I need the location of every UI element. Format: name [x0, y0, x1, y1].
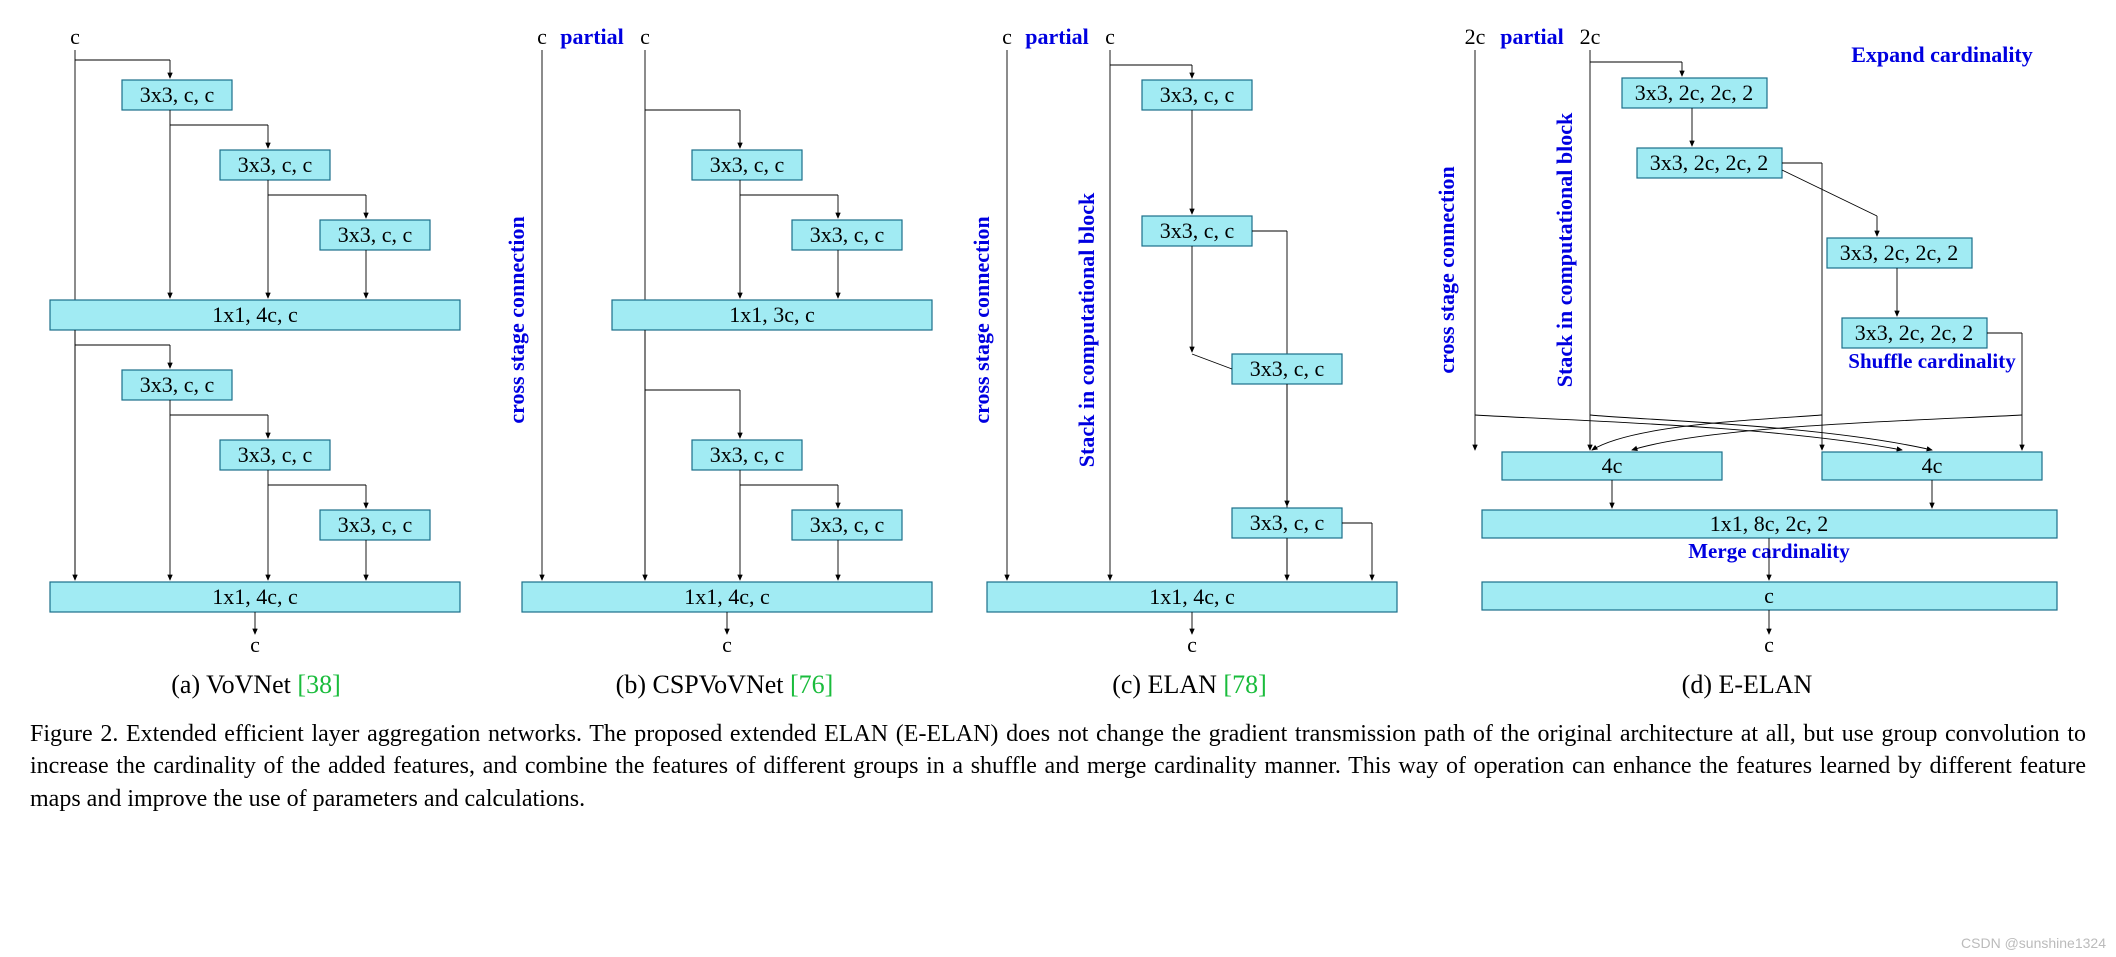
caption-a: (a) VoVNet [38]: [30, 670, 482, 700]
svg-text:1x1, 4c, c: 1x1, 4c, c: [684, 584, 770, 609]
svg-text:c: c: [1002, 24, 1012, 49]
svg-text:1x1, 4c, c: 1x1, 4c, c: [212, 302, 298, 327]
svg-text:2c: 2c: [1580, 24, 1601, 49]
svg-text:3x3, c, c: 3x3, c, c: [1250, 510, 1325, 535]
panel-d-svg: 2c partial 2c Expand cardinality cross s…: [1432, 20, 2062, 660]
svg-text:c: c: [640, 24, 650, 49]
svg-text:3x3, c, c: 3x3, c, c: [238, 152, 313, 177]
svg-text:3x3, c, c: 3x3, c, c: [1160, 218, 1235, 243]
panel-c: c partial c cross stage connection Stack…: [967, 20, 1412, 660]
svg-text:2c: 2c: [1465, 24, 1486, 49]
figure-number: Figure 2.: [30, 721, 118, 747]
svg-text:3x3, 2c, 2c, 2: 3x3, 2c, 2c, 2: [1840, 240, 1959, 265]
svg-text:3x3, c, c: 3x3, c, c: [710, 442, 785, 467]
partial-d: partial: [1500, 24, 1564, 49]
panel-b-svg: c partial c cross stage connection 3x3, …: [502, 20, 947, 660]
figure-2: c 3x3, c, c 3x3, c, c 3x3, c, c 1x1, 4c,…: [30, 20, 2086, 815]
cross-stage-b: cross stage connection: [504, 216, 529, 423]
expand-label: Expand cardinality: [1851, 42, 2033, 67]
panel-d: 2c partial 2c Expand cardinality cross s…: [1432, 20, 2062, 660]
svg-text:c: c: [537, 24, 547, 49]
svg-text:1x1, 4c, c: 1x1, 4c, c: [212, 584, 298, 609]
svg-text:3x3, c, c: 3x3, c, c: [338, 512, 413, 537]
panel-c-svg: c partial c cross stage connection Stack…: [967, 20, 1412, 660]
shuffle-label: Shuffle cardinality: [1848, 349, 2016, 373]
panel-a-out-c: c: [250, 632, 260, 657]
panels-row: c 3x3, c, c 3x3, c, c 3x3, c, c 1x1, 4c,…: [30, 20, 2086, 660]
panel-a-svg: c 3x3, c, c 3x3, c, c 3x3, c, c 1x1, 4c,…: [30, 20, 482, 660]
svg-text:3x3, 2c, 2c, 2: 3x3, 2c, 2c, 2: [1650, 150, 1769, 175]
caption-c: (c) ELAN [78]: [967, 670, 1412, 700]
svg-text:c: c: [722, 632, 732, 657]
cross-stage-c: cross stage connection: [969, 216, 994, 423]
panel-a-top-c: c: [70, 24, 80, 49]
stack-label-c: Stack in computational block: [1074, 192, 1099, 467]
svg-text:c: c: [1764, 583, 1774, 608]
figure-caption: Figure 2. Extended efficient layer aggre…: [30, 718, 2086, 815]
svg-text:c: c: [1187, 632, 1197, 657]
caption-d: (d) E-ELAN: [1432, 670, 2062, 700]
svg-text:3x3, c, c: 3x3, c, c: [338, 222, 413, 247]
svg-text:3x3, 2c, 2c, 2: 3x3, 2c, 2c, 2: [1855, 320, 1974, 345]
svg-text:3x3, c, c: 3x3, c, c: [810, 222, 885, 247]
svg-text:c: c: [1764, 632, 1774, 657]
caption-b: (b) CSPVoVNet [76]: [502, 670, 947, 700]
svg-text:3x3, c, c: 3x3, c, c: [710, 152, 785, 177]
panel-a: c 3x3, c, c 3x3, c, c 3x3, c, c 1x1, 4c,…: [30, 20, 482, 660]
watermark: CSDN @sunshine1324: [1961, 935, 2106, 951]
svg-text:3x3, c, c: 3x3, c, c: [810, 512, 885, 537]
svg-text:c: c: [1105, 24, 1115, 49]
partial-b: partial: [560, 24, 624, 49]
svg-text:3x3, c, c: 3x3, c, c: [1250, 356, 1325, 381]
svg-text:4c: 4c: [1602, 453, 1623, 478]
panel-captions: (a) VoVNet [38] (b) CSPVoVNet [76] (c) E…: [30, 670, 2086, 700]
svg-text:1x1, 4c, c: 1x1, 4c, c: [1149, 584, 1235, 609]
svg-text:4c: 4c: [1922, 453, 1943, 478]
svg-text:3x3, c, c: 3x3, c, c: [238, 442, 313, 467]
figure-caption-text: Extended efficient layer aggregation net…: [30, 721, 2086, 812]
svg-text:3x3, 2c, 2c, 2: 3x3, 2c, 2c, 2: [1635, 80, 1754, 105]
svg-text:3x3, c, c: 3x3, c, c: [140, 82, 215, 107]
svg-text:1x1, 8c, 2c, 2: 1x1, 8c, 2c, 2: [1710, 511, 1829, 536]
svg-text:1x1, 3c, c: 1x1, 3c, c: [729, 302, 815, 327]
partial-c: partial: [1025, 24, 1089, 49]
panel-b: c partial c cross stage connection 3x3, …: [502, 20, 947, 660]
cross-stage-d: cross stage connection: [1434, 166, 1459, 373]
svg-text:3x3, c, c: 3x3, c, c: [1160, 82, 1235, 107]
stack-label-d: Stack in computational block: [1552, 112, 1577, 387]
svg-text:3x3, c, c: 3x3, c, c: [140, 372, 215, 397]
